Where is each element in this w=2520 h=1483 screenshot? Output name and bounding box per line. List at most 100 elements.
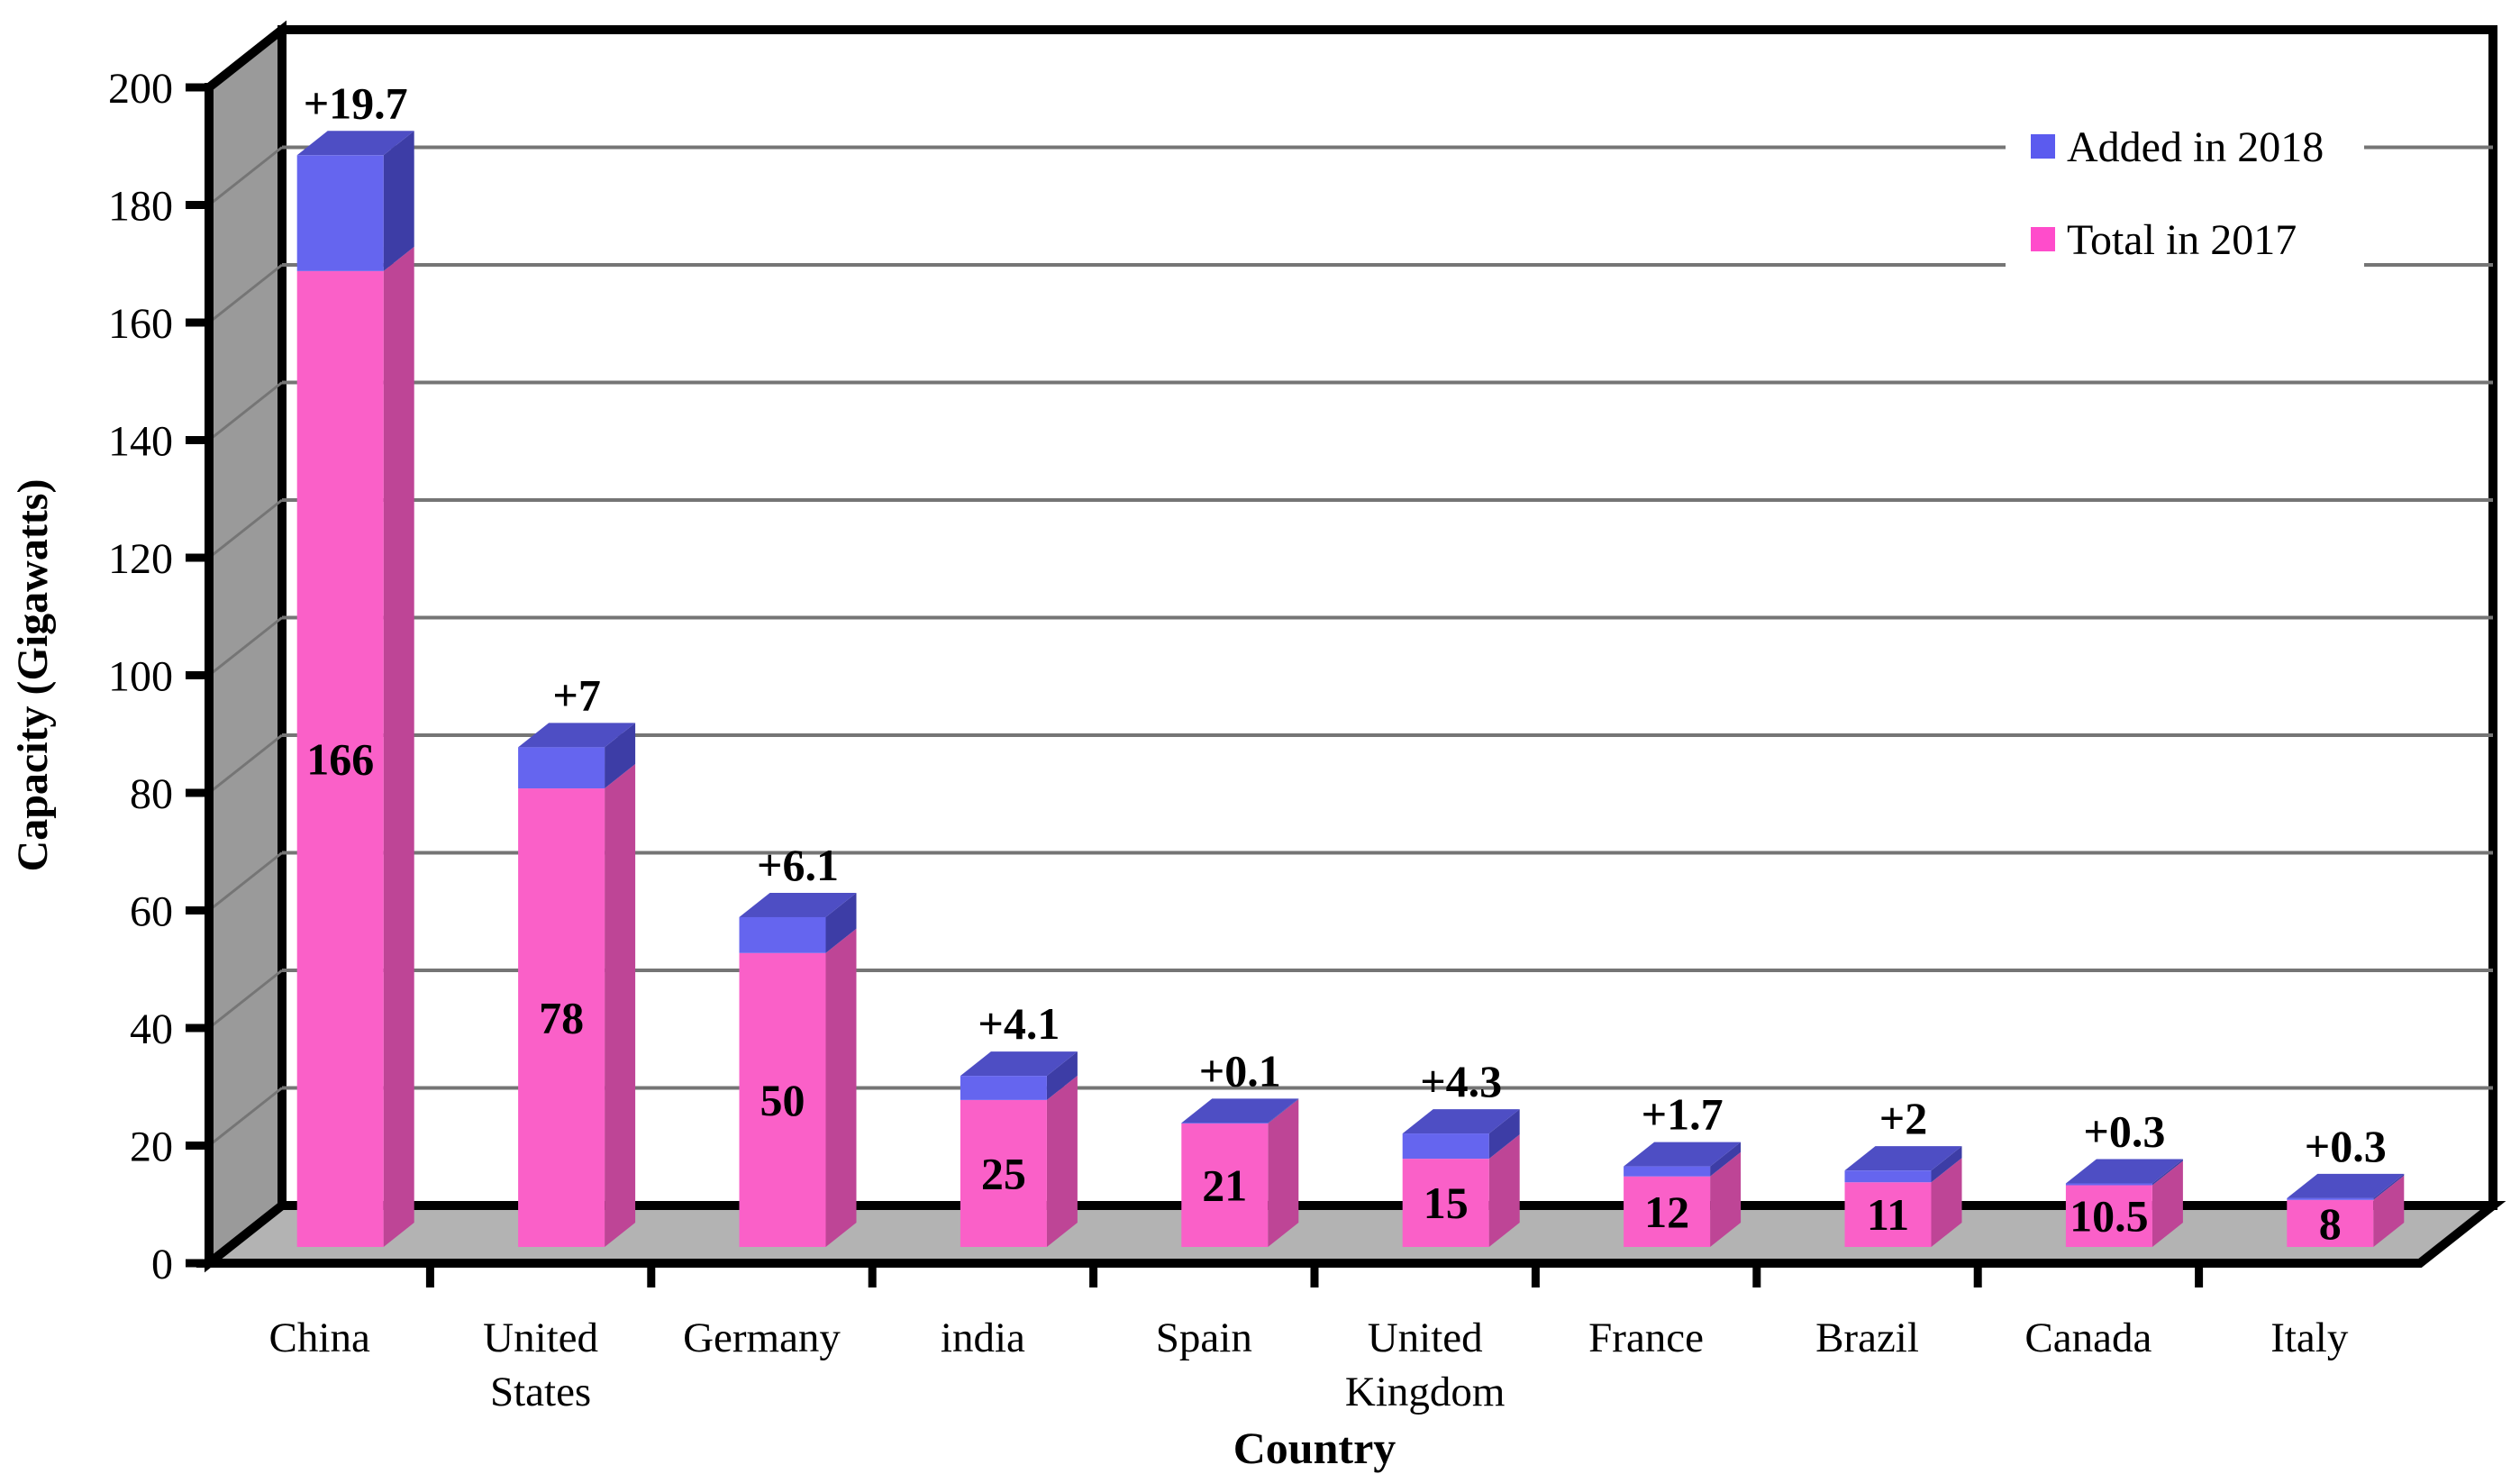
legend-marker-added-in-2018 bbox=[2031, 134, 2055, 159]
bar-side-total-italy bbox=[2373, 1175, 2405, 1247]
bar-front-added-united-states bbox=[518, 747, 605, 789]
bar-side-total-spain bbox=[1268, 1098, 1299, 1247]
bar-front-added-brazil bbox=[1844, 1170, 1932, 1183]
bar-side-added-canada bbox=[2152, 1159, 2183, 1186]
y-tick-label-140: 140 bbox=[108, 418, 173, 466]
bar-front-total-china bbox=[296, 270, 384, 1248]
bar-value-label-china: 166 bbox=[306, 733, 374, 784]
category-label-united-kingdom-line2: Kingdom bbox=[1345, 1369, 1506, 1415]
bar-side-added-india bbox=[1046, 1051, 1078, 1100]
bar-side-added-brazil bbox=[1931, 1146, 1962, 1183]
bar-front-added-china bbox=[296, 155, 384, 271]
bar-added-label-united-kingdom: +4.3 bbox=[1420, 1056, 1502, 1106]
bar-side-total-germany bbox=[825, 928, 857, 1247]
bar-added-label-germany: +6.1 bbox=[757, 840, 839, 890]
legend-label-added-in-2018: Added in 2018 bbox=[2067, 123, 2324, 171]
bar-added-label-canada: +0.3 bbox=[2083, 1106, 2165, 1157]
category-label-canada: Canada bbox=[2024, 1315, 2152, 1361]
bar-added-label-spain: +0.1 bbox=[1199, 1045, 1281, 1096]
bar-side-total-canada bbox=[2152, 1160, 2183, 1247]
wall-gridline-120 bbox=[208, 498, 283, 560]
wall-gridline-100 bbox=[208, 616, 283, 677]
bar-top-added-germany bbox=[739, 892, 857, 917]
wall-gridline-40 bbox=[208, 969, 283, 1030]
y-tick-label-20: 20 bbox=[130, 1124, 173, 1171]
x-axis-title: Country bbox=[1233, 1423, 1396, 1473]
bar-front-total-france bbox=[1624, 1176, 1711, 1247]
bar-top-added-india bbox=[960, 1051, 1078, 1077]
category-label-italy: Italy bbox=[2270, 1315, 2349, 1361]
bar-side-added-spain bbox=[1268, 1098, 1299, 1124]
bar-front-total-canada bbox=[2065, 1185, 2152, 1247]
bar-value-label-spain: 21 bbox=[1202, 1160, 1247, 1210]
bar-front-added-italy bbox=[2287, 1197, 2374, 1200]
bar-side-total-united-states bbox=[605, 764, 636, 1247]
bar-side-total-brazil bbox=[1931, 1158, 1962, 1247]
y-tick-label-100: 100 bbox=[108, 653, 173, 701]
category-label-spain: Spain bbox=[1156, 1315, 1252, 1361]
bar-side-total-china bbox=[383, 246, 414, 1248]
bar-value-label-united-kingdom: 15 bbox=[1424, 1178, 1469, 1228]
bar-top-added-france bbox=[1624, 1142, 1742, 1167]
bar-top-added-canada bbox=[2065, 1159, 2183, 1184]
bar-top-added-brazil bbox=[1844, 1146, 1962, 1171]
bar-side-total-france bbox=[1710, 1151, 1742, 1247]
bar-front-added-india bbox=[960, 1076, 1047, 1100]
bar-added-label-france: +1.7 bbox=[1642, 1089, 1724, 1140]
bar-top-added-united-kingdom bbox=[1402, 1109, 1520, 1134]
bar-added-label-united-states: +7 bbox=[552, 669, 601, 720]
category-label-united-states-line2: States bbox=[490, 1369, 591, 1415]
bar-front-total-spain bbox=[1181, 1123, 1269, 1247]
bar-value-label-canada: 10.5 bbox=[2070, 1191, 2149, 1242]
bar-front-added-canada bbox=[2065, 1183, 2152, 1186]
bar-value-label-india: 25 bbox=[981, 1148, 1026, 1198]
bar-front-total-united-kingdom bbox=[1402, 1159, 1489, 1247]
wall-gridline-180 bbox=[208, 146, 283, 206]
bar-front-total-germany bbox=[739, 952, 826, 1247]
bar-added-label-italy: +0.3 bbox=[2305, 1121, 2387, 1171]
y-tick-label-160: 160 bbox=[108, 300, 173, 348]
category-label-france: France bbox=[1588, 1315, 1704, 1361]
category-label-china: China bbox=[269, 1315, 370, 1361]
bar-top-added-italy bbox=[2287, 1173, 2405, 1198]
bar-front-added-france bbox=[1624, 1166, 1711, 1177]
bar-side-added-china bbox=[383, 131, 414, 271]
bar-front-total-brazil bbox=[1844, 1182, 1932, 1247]
bar-front-total-italy bbox=[2287, 1199, 2374, 1247]
wall-gridline-60 bbox=[208, 851, 283, 912]
bar-value-label-brazil: 11 bbox=[1867, 1189, 1909, 1240]
wall-gridline-160 bbox=[208, 263, 283, 324]
y-tick-label-200: 200 bbox=[108, 65, 173, 113]
bar-side-total-india bbox=[1046, 1075, 1078, 1247]
wall-gridline-80 bbox=[208, 733, 283, 795]
y-tick-label-120: 120 bbox=[108, 535, 173, 583]
y-tick-label-60: 60 bbox=[130, 888, 173, 936]
bar-value-label-united-states: 78 bbox=[539, 993, 584, 1043]
bar-added-label-china: +19.7 bbox=[304, 77, 408, 128]
y-axis-title: Capacity (Gigawatts) bbox=[9, 479, 57, 872]
bar-side-added-united-kingdom bbox=[1488, 1109, 1520, 1160]
y-tick-label-0: 0 bbox=[151, 1241, 173, 1288]
bar-top-added-spain bbox=[1181, 1098, 1299, 1124]
bar-top-added-china bbox=[296, 131, 414, 156]
bar-front-added-spain bbox=[1181, 1123, 1269, 1124]
wall-gridline-20 bbox=[208, 1087, 283, 1147]
y-tick-label-80: 80 bbox=[130, 770, 173, 818]
category-label-india: india bbox=[941, 1315, 1025, 1361]
wall-gridline-140 bbox=[208, 381, 283, 441]
bar-front-added-germany bbox=[739, 916, 826, 953]
legend-marker-total-in-2017 bbox=[2031, 227, 2055, 251]
bar-side-added-united-states bbox=[605, 723, 636, 789]
bar-front-added-united-kingdom bbox=[1402, 1133, 1489, 1160]
category-label-brazil: Brazil bbox=[1815, 1315, 1919, 1361]
category-label-united-kingdom: United bbox=[1368, 1315, 1483, 1361]
legend-label-total-in-2017: Total in 2017 bbox=[2067, 216, 2297, 264]
bar-top-added-united-states bbox=[518, 723, 636, 748]
category-label-germany: Germany bbox=[683, 1315, 841, 1361]
bar-side-added-france bbox=[1710, 1142, 1742, 1177]
bar-value-label-germany: 50 bbox=[760, 1075, 805, 1125]
bar-value-label-italy: 8 bbox=[2319, 1198, 2342, 1249]
bar-side-added-germany bbox=[825, 892, 857, 953]
